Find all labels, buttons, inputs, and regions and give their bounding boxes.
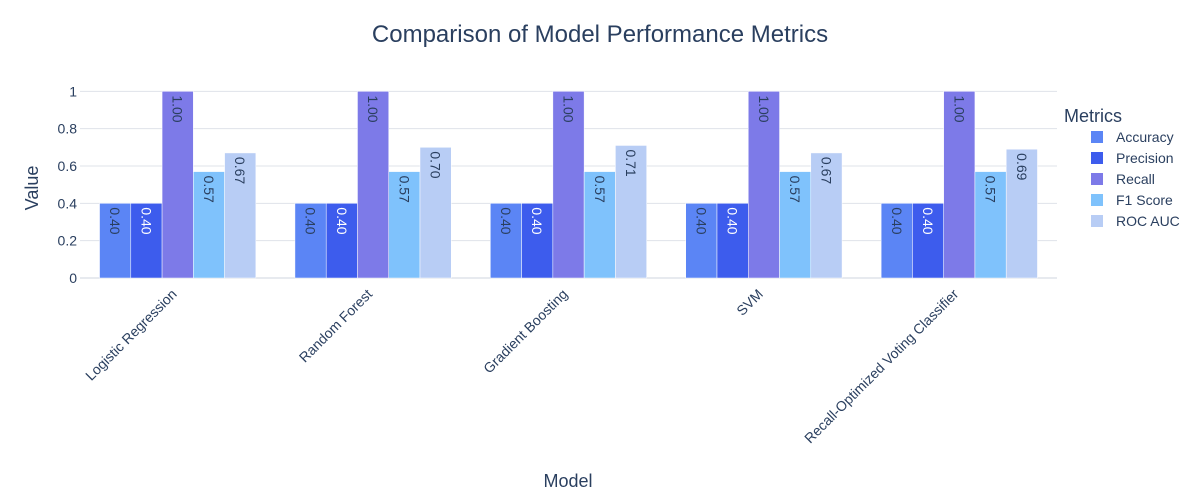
bar[interactable]	[130, 203, 163, 279]
y-tick-label: 1	[69, 83, 77, 99]
legend-swatch	[1091, 152, 1103, 164]
legend-swatch	[1091, 194, 1103, 206]
bar-value-label: 0.40	[529, 207, 545, 234]
bar-value-label: 0.40	[889, 207, 905, 234]
bar-value-label: 0.40	[303, 207, 319, 234]
bars	[99, 91, 1038, 279]
bar[interactable]	[357, 91, 389, 279]
x-tick-label: Random Forest	[296, 286, 376, 366]
legend[interactable]: Accuracy Precision Recall F1 Score ROC AUC	[1091, 129, 1180, 229]
chart-title: Comparison of Model Performance Metrics	[372, 21, 828, 48]
bar[interactable]	[521, 203, 554, 279]
legend-swatch	[1091, 173, 1103, 185]
bar[interactable]	[880, 203, 913, 279]
legend-label: Recall	[1116, 171, 1155, 187]
bar-value-label: 0.69	[1014, 153, 1030, 180]
bar[interactable]	[99, 203, 132, 279]
y-tick-label: 0.6	[58, 158, 78, 174]
bar-value-label: 0.57	[396, 176, 412, 203]
bar-value-label: 1.00	[170, 95, 186, 122]
bar[interactable]	[388, 171, 421, 279]
legend-item[interactable]: Recall	[1091, 171, 1155, 187]
bar-value-label: 0.40	[138, 207, 154, 234]
bar[interactable]	[419, 147, 452, 279]
bar[interactable]	[748, 91, 780, 279]
legend-item[interactable]: F1 Score	[1091, 192, 1173, 208]
bar-value-label: 0.40	[920, 207, 936, 234]
bar-value-label: 0.67	[818, 157, 834, 184]
legend-item[interactable]: ROC AUC	[1091, 213, 1180, 229]
bar[interactable]	[685, 203, 718, 279]
x-tick-label: SVM	[733, 286, 766, 319]
bar-value-label: 0.40	[334, 207, 350, 234]
x-tick-label: Gradient Boosting	[480, 286, 571, 377]
bar-value-label: 0.57	[983, 176, 999, 203]
bar-value-label: 0.70	[428, 151, 444, 178]
bar-value-label: 0.40	[107, 207, 123, 234]
bar[interactable]	[1005, 148, 1038, 279]
bar[interactable]	[583, 171, 616, 279]
y-axis-title: Value	[22, 166, 42, 211]
bar[interactable]	[912, 203, 944, 279]
y-axis-ticks: 0 0.2 0.4 0.6 0.8 1	[58, 83, 78, 286]
bar[interactable]	[716, 203, 749, 279]
bar-value-label: 1.00	[365, 95, 381, 122]
y-tick-label: 0	[69, 270, 77, 286]
bar-value-label: 0.67	[232, 157, 248, 184]
bar-value-label: 0.40	[725, 207, 741, 234]
bar[interactable]	[552, 91, 585, 279]
bar-value-label: 0.40	[693, 207, 709, 234]
legend-item[interactable]: Precision	[1091, 150, 1174, 166]
x-tick-label: Recall-Optimized Voting Classifier	[801, 286, 962, 447]
bar[interactable]	[161, 91, 194, 279]
bar-value-label: 1.00	[756, 95, 772, 122]
bar-value-label: 0.57	[592, 176, 608, 203]
bar[interactable]	[810, 152, 843, 279]
bar-value-label: 1.00	[561, 95, 577, 122]
y-tick-label: 0.4	[58, 195, 78, 211]
x-tick-label: Logistic Regression	[82, 286, 180, 384]
bar-value-label: 0.40	[498, 207, 514, 234]
x-axis-title: Model	[543, 471, 592, 491]
bar[interactable]	[224, 152, 257, 279]
bar-value-label: 1.00	[951, 95, 967, 122]
bar[interactable]	[325, 203, 358, 279]
y-tick-label: 0.2	[58, 233, 78, 249]
legend-swatch	[1091, 131, 1103, 143]
legend-item[interactable]: Accuracy	[1091, 129, 1174, 145]
legend-label: ROC AUC	[1116, 213, 1180, 229]
x-axis-ticks: Logistic Regression Random Forest Gradient…	[82, 286, 962, 447]
bar-value-label: 0.57	[201, 176, 217, 203]
bar-labels: 0.40 0.40 0.40 0.40 0.40 0.40 0.40 0.40 0.40 0.40…	[107, 95, 1030, 234]
legend-label: F1 Score	[1116, 192, 1173, 208]
legend-label: Precision	[1116, 150, 1174, 166]
legend-title: Metrics	[1064, 106, 1122, 126]
legend-label: Accuracy	[1116, 129, 1174, 145]
y-tick-label: 0.8	[58, 121, 78, 137]
legend-swatch	[1091, 215, 1103, 227]
bar[interactable]	[615, 145, 647, 279]
bar-value-label: 0.57	[787, 176, 803, 203]
bar-value-label: 0.71	[623, 149, 639, 176]
